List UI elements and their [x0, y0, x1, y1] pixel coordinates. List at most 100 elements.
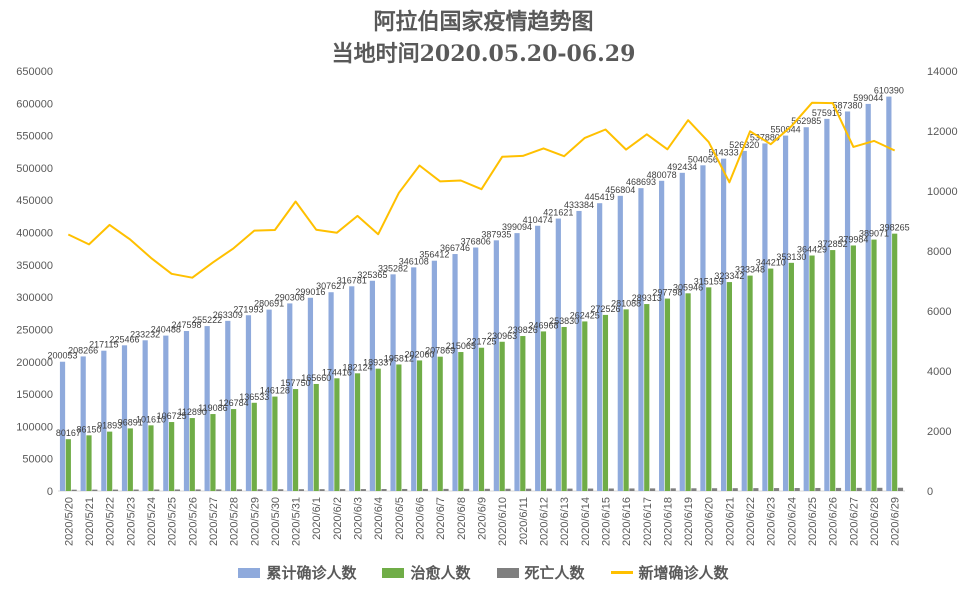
bar-recovered [86, 435, 92, 491]
data-label: 91893 [97, 421, 122, 431]
bar-confirmed [782, 135, 789, 491]
bar-deaths [877, 487, 883, 491]
y-right-tick-label: 10000 [927, 186, 958, 198]
bar-deaths [753, 488, 759, 491]
data-label: 221725 [466, 337, 496, 347]
bar-confirmed [597, 203, 603, 491]
y-right-tick-label: 12000 [927, 126, 958, 138]
bar-confirmed [824, 118, 830, 491]
bar-recovered [292, 389, 299, 491]
data-label: 468693 [626, 177, 656, 187]
bar-confirmed [762, 143, 768, 491]
x-tick-label: 2020/6/29 [890, 497, 902, 546]
data-label: 504056 [688, 154, 718, 164]
bar-recovered [169, 422, 175, 491]
bar-deaths [319, 489, 325, 491]
data-label: 136533 [239, 392, 269, 402]
data-label: 106725 [157, 411, 187, 421]
x-tick-label: 2020/5/31 [291, 497, 303, 546]
data-label: 96891 [118, 417, 143, 427]
data-label: 112890 [178, 407, 207, 417]
bar-recovered [416, 360, 423, 491]
bar-recovered [458, 352, 464, 491]
data-label: 575916 [812, 108, 842, 118]
bar-recovered [850, 245, 856, 491]
bar-recovered [664, 298, 671, 491]
bar-confirmed [80, 356, 86, 491]
y-left-tick-label: 50000 [22, 454, 53, 466]
bar-recovered [768, 268, 774, 491]
bar-deaths [856, 487, 862, 491]
bar-deaths [236, 489, 242, 491]
data-label: 305946 [673, 282, 703, 292]
bar-confirmed [349, 286, 355, 491]
data-label: 389071 [859, 229, 889, 239]
y-right-tick-label: 2000 [927, 426, 951, 438]
bar-recovered [210, 414, 216, 491]
data-label: 366746 [440, 243, 470, 253]
data-label: 281088 [611, 298, 641, 308]
y-left-tick-label: 250000 [16, 324, 53, 336]
bar-recovered [747, 275, 753, 491]
bar-deaths [298, 489, 304, 491]
x-tick-label: 2020/6/11 [518, 497, 530, 545]
data-label: 174416 [322, 367, 352, 377]
data-label: 126784 [219, 398, 249, 408]
bar-recovered [189, 418, 195, 491]
data-label: 307627 [316, 281, 346, 291]
bar-confirmed [163, 335, 169, 491]
data-label: 316781 [337, 275, 367, 285]
data-label: 379984 [838, 234, 868, 244]
data-label: 86150 [76, 424, 101, 434]
bar-recovered [127, 428, 133, 491]
x-tick-label: 2020/5/24 [146, 497, 158, 546]
bar-confirmed [225, 320, 231, 491]
data-label: 233232 [130, 329, 160, 339]
bar-deaths [464, 488, 470, 491]
bar-confirmed [803, 127, 809, 492]
y-left-tick-label: 100000 [16, 421, 53, 433]
x-tick-label: 2020/5/28 [229, 497, 241, 546]
bar-deaths [773, 488, 780, 491]
data-label: 537880 [750, 132, 780, 142]
data-label: 225466 [109, 334, 139, 344]
data-label: 262425 [570, 310, 600, 320]
bar-recovered [602, 314, 609, 491]
data-label: 346108 [399, 256, 429, 266]
legend-item: 治愈人数 [382, 562, 471, 583]
x-tick-label: 2020/6/6 [415, 497, 427, 540]
x-tick-label: 2020/5/21 [84, 497, 96, 546]
data-label: 398265 [880, 223, 910, 233]
bar-confirmed [101, 350, 107, 491]
x-tick-label: 2020/6/10 [497, 497, 509, 546]
bar-recovered [499, 341, 505, 491]
data-label: 610390 [874, 86, 904, 96]
data-label: 195812 [384, 353, 414, 363]
data-label: 146128 [260, 386, 290, 396]
data-label: 344210 [756, 258, 786, 268]
bar-confirmed [555, 218, 561, 491]
x-tick-label: 2020/6/18 [662, 497, 674, 546]
data-label: 157750 [281, 378, 311, 388]
data-label: 587380 [833, 100, 863, 110]
bar-recovered [313, 383, 319, 491]
bar-confirmed [617, 195, 623, 491]
data-label: 290308 [275, 292, 305, 302]
bar-confirmed [741, 150, 747, 491]
legend-label-recovered: 治愈人数 [410, 564, 471, 582]
bar-deaths [835, 487, 842, 491]
y-left-tick-label: 600000 [16, 98, 53, 110]
bar-confirmed [307, 297, 314, 491]
y-right-tick-label: 14000 [927, 66, 958, 78]
y-left-tick-label: 350000 [16, 260, 53, 272]
data-label: 399094 [502, 222, 532, 232]
data-label: 445419 [585, 192, 615, 202]
bar-recovered [871, 239, 877, 491]
bar-confirmed [535, 225, 541, 492]
bar-recovered [437, 356, 443, 491]
data-label: 480078 [647, 170, 677, 180]
bar-deaths [629, 488, 635, 491]
data-label: 456804 [605, 185, 635, 195]
x-tick-label: 2020/6/24 [786, 497, 798, 546]
legend-label-confirmed: 累计确诊人数 [266, 564, 357, 582]
